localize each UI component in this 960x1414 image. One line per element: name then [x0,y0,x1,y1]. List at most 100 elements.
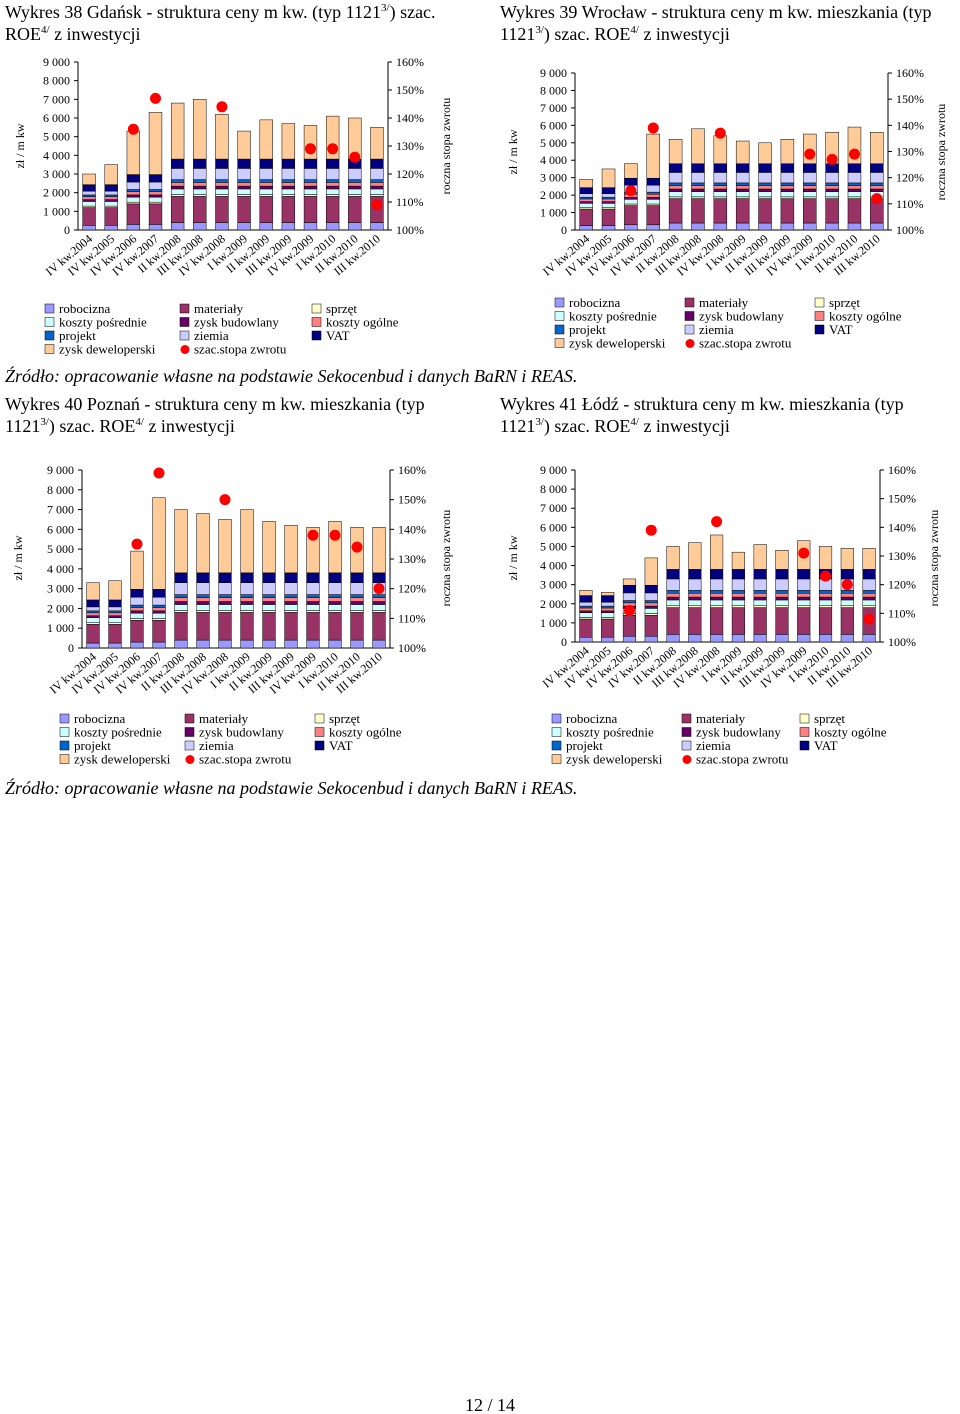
legend-swatch [184,727,195,737]
bar-segment [713,182,728,186]
bar-segment [193,188,207,195]
bar-segment [174,509,188,574]
y-tick-label: 2 000 [47,601,74,615]
bar-segment [601,601,615,607]
bar-segment [753,596,767,601]
bar-segment [775,605,789,608]
legend-swatch [814,324,825,335]
legend-swatch [554,324,565,335]
bar-segment [104,190,118,196]
rate-dot [841,579,853,591]
bar-segment [666,634,680,643]
bar-segment [668,185,683,190]
bar-segment [174,582,188,595]
bar-segment [870,188,884,192]
y-tick-label: 3 000 [540,578,567,592]
title-text: Wykres 41 Łódź - struktura ceny m kw. mi… [500,394,904,415]
legend-label: zysk deweloperski [566,752,663,767]
bar-segment [666,569,680,580]
bar-segment [328,582,342,595]
bar-segment [622,578,637,586]
bar-segment [797,593,811,598]
bar-segment [370,168,384,180]
bar-segment [825,182,839,186]
bar-segment [306,610,320,613]
y2-tick-label: 150% [396,83,424,97]
bar-segment [196,604,210,611]
legend-swatch [799,727,810,737]
bar-segment [148,191,163,196]
legend-swatch [814,311,825,321]
title-text: ROE [5,24,41,44]
y-tick-label: 3 000 [43,167,70,181]
bar-segment [240,612,254,641]
legend-label: projekt [566,738,603,753]
bar-segment [86,582,100,601]
bar-segment [126,196,141,203]
legend-label: ziemia [199,738,234,753]
bar-segment [713,222,728,231]
bar-segment [108,580,122,601]
bar-segment [731,569,745,580]
bar-segment [758,191,772,198]
legend-label: koszty pośrednie [59,315,147,330]
bar-segment [170,102,185,160]
source-note: Źródło: opracowanie własne na podstawie … [5,365,577,386]
bar-segment [170,185,185,190]
bar-segment [193,179,207,183]
bar-segment [644,584,658,594]
bar-segment [130,589,144,598]
title-text: z inwestycji [144,416,235,436]
rate-dot [373,583,385,595]
y2-axis-label: roczna stopa zwrotu [934,104,948,201]
bar-segment [780,188,795,192]
legend-label: zysk deweloperski [59,342,156,357]
bar-segment [108,642,122,649]
bar-segment [303,194,318,197]
y2-tick-label: 140% [896,118,924,132]
bar-segment [668,139,683,164]
bar-segment [82,190,96,196]
y-tick-label: 6 000 [540,520,567,534]
bar-segment [152,641,166,649]
bar-segment [601,618,615,638]
rate-dot [820,570,832,582]
bar-segment [870,222,884,231]
bar-segment [193,158,207,169]
bar-segment [196,513,210,574]
bar-segment [735,172,750,184]
title-text: 1121 [500,416,535,436]
bar-segment [579,198,593,202]
rate-dot [804,148,816,160]
bar-segment [218,572,232,583]
bar-segment [86,606,100,612]
bar-segment [601,225,616,231]
bar-segment [237,130,251,160]
bar-segment [152,610,166,614]
bar-segment [691,191,705,198]
bar-segment [174,572,188,583]
bar-segment [818,546,833,570]
bar-segment [731,634,745,643]
bar-segment [126,181,141,190]
title-text: ) szac. [390,2,436,23]
rate-dot [307,529,319,541]
y-tick-label: 0 [64,223,70,237]
bar-segment [758,182,772,186]
bar-segment [237,222,251,231]
rate-dot [711,516,723,528]
bar-segment [126,189,141,192]
legend-label: projekt [59,328,96,343]
bar-segment [862,599,876,606]
chart-title: 11213/) szac. ROE4/ z inwestycji [500,416,730,437]
bar-segment [174,604,188,611]
y-tick-label: 0 [68,641,74,655]
legend-swatch [314,727,325,737]
rate-dot [848,148,860,160]
legend-swatch [551,713,562,724]
bar-segment [691,172,705,184]
bar-segment [753,599,767,606]
bar-segment [86,610,100,614]
bar-segment [753,590,767,594]
chart-title: ROE4/ z inwestycji [5,24,141,44]
